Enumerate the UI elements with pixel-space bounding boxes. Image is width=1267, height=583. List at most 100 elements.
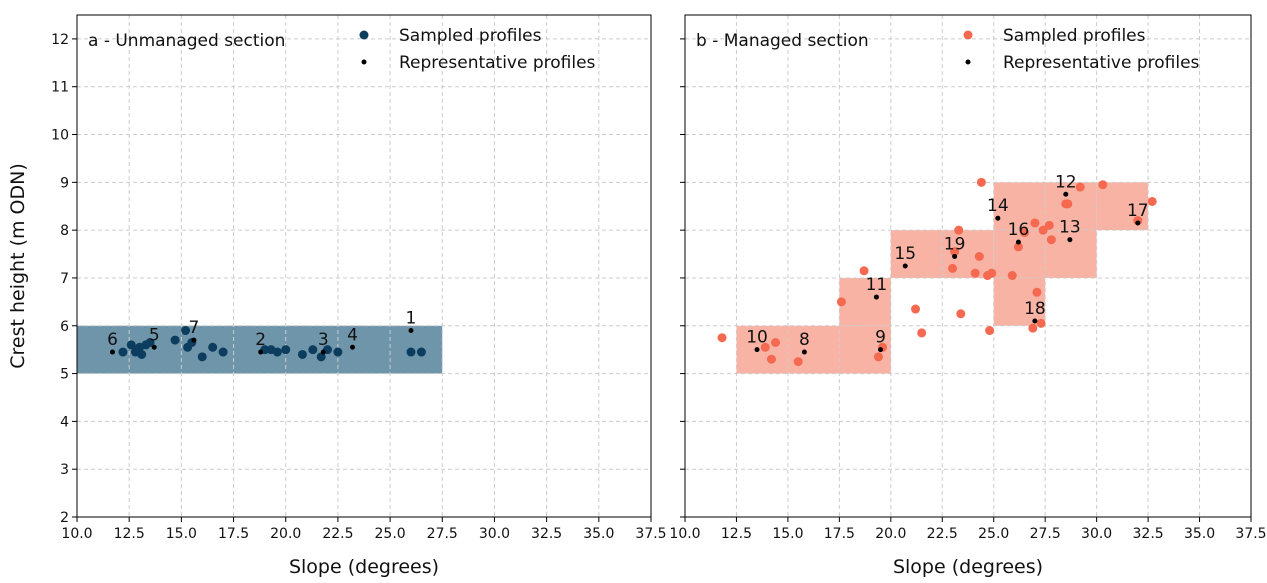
y-tick-label: 5 bbox=[60, 367, 69, 383]
point bbox=[985, 326, 995, 336]
point bbox=[995, 215, 1001, 221]
point bbox=[1007, 271, 1017, 281]
x-tick-label: 37.5 bbox=[1235, 526, 1266, 542]
point-label: 18 bbox=[1024, 299, 1046, 319]
point bbox=[145, 337, 155, 347]
point bbox=[1020, 228, 1030, 238]
point-label: 16 bbox=[1008, 220, 1030, 240]
x-tick-label: 32.5 bbox=[1133, 526, 1164, 542]
y-tick-label: 3 bbox=[60, 462, 69, 478]
x-tick-label: 22.5 bbox=[927, 526, 958, 542]
point bbox=[218, 347, 228, 357]
point bbox=[320, 349, 326, 355]
point-label: 19 bbox=[944, 234, 966, 254]
point bbox=[1015, 239, 1021, 245]
x-tick-label: 32.5 bbox=[531, 526, 562, 542]
x-tick-label: 20.0 bbox=[875, 526, 906, 542]
panel-title: b - Managed section bbox=[696, 31, 869, 51]
point bbox=[987, 268, 997, 278]
point bbox=[281, 345, 291, 355]
x-tick-label: 17.5 bbox=[218, 526, 249, 542]
x-tick-label: 35.0 bbox=[583, 526, 614, 542]
point bbox=[873, 352, 883, 362]
point bbox=[1063, 199, 1073, 209]
point bbox=[181, 326, 191, 336]
legend-marker bbox=[965, 59, 971, 65]
x-tick-label: 10.0 bbox=[61, 526, 92, 542]
point-label: 6 bbox=[107, 330, 118, 350]
point bbox=[1063, 191, 1069, 197]
y-axis-label: Crest height (m ODN) bbox=[7, 163, 29, 369]
point bbox=[911, 304, 921, 314]
point bbox=[1147, 196, 1157, 206]
x-tick-label: 22.5 bbox=[322, 526, 353, 542]
point-label: 7 bbox=[188, 318, 199, 338]
point bbox=[170, 335, 180, 345]
point bbox=[258, 349, 264, 355]
point-label: 1 bbox=[406, 309, 417, 329]
x-axis-label: Slope (degrees) bbox=[289, 556, 439, 578]
point bbox=[771, 337, 781, 347]
point bbox=[902, 263, 908, 269]
point bbox=[974, 251, 984, 261]
point bbox=[1028, 323, 1038, 333]
axes-frame bbox=[684, 14, 1252, 518]
point bbox=[970, 268, 980, 278]
point bbox=[208, 342, 218, 352]
point bbox=[836, 297, 846, 307]
y-tick-label: 2 bbox=[60, 510, 69, 526]
point bbox=[948, 263, 958, 273]
point bbox=[976, 177, 986, 187]
x-tick-label: 25.0 bbox=[978, 526, 1009, 542]
point bbox=[109, 349, 115, 355]
point-label: 2 bbox=[255, 330, 266, 350]
point bbox=[408, 328, 414, 334]
point bbox=[956, 309, 966, 319]
legend-label: Sampled profiles bbox=[399, 26, 542, 46]
x-tick-label: 25.0 bbox=[375, 526, 406, 542]
point bbox=[878, 347, 884, 353]
legend-label: Representative profiles bbox=[1003, 53, 1200, 73]
point bbox=[126, 340, 136, 350]
point bbox=[1032, 287, 1042, 297]
point bbox=[1075, 182, 1085, 192]
point-label: 13 bbox=[1059, 218, 1081, 238]
x-tick-label: 17.5 bbox=[824, 526, 855, 542]
point bbox=[954, 225, 964, 235]
y-tick-label: 8 bbox=[60, 223, 69, 239]
point bbox=[118, 347, 128, 357]
point-label: 10 bbox=[746, 328, 768, 348]
y-tick-label: 12 bbox=[51, 32, 69, 48]
point bbox=[1067, 237, 1073, 243]
legend-marker bbox=[359, 30, 369, 40]
point bbox=[1036, 318, 1046, 328]
point bbox=[316, 352, 326, 362]
point bbox=[191, 337, 197, 343]
point bbox=[793, 357, 803, 367]
x-tick-label: 35.0 bbox=[1184, 526, 1215, 542]
point bbox=[1044, 220, 1054, 230]
point bbox=[272, 347, 282, 357]
point bbox=[952, 253, 958, 259]
point bbox=[1046, 235, 1056, 245]
point-label: 9 bbox=[875, 328, 886, 348]
point bbox=[1098, 180, 1108, 190]
legend-marker bbox=[963, 30, 973, 40]
region bbox=[839, 277, 891, 326]
x-axis-label: Slope (degrees) bbox=[893, 556, 1043, 578]
y-tick-label: 11 bbox=[51, 80, 69, 96]
point bbox=[350, 344, 356, 350]
point-label: 12 bbox=[1055, 172, 1077, 192]
legend-label: Representative profiles bbox=[399, 53, 596, 73]
y-tick-label: 6 bbox=[60, 319, 69, 335]
point bbox=[760, 342, 770, 352]
point bbox=[308, 345, 318, 355]
point bbox=[1135, 220, 1141, 226]
legend-marker bbox=[361, 59, 367, 65]
point bbox=[1032, 318, 1038, 324]
x-tick-label: 27.5 bbox=[427, 526, 458, 542]
y-tick-label: 4 bbox=[60, 414, 69, 430]
x-tick-label: 12.5 bbox=[114, 526, 145, 542]
x-tick-label: 20.0 bbox=[270, 526, 301, 542]
